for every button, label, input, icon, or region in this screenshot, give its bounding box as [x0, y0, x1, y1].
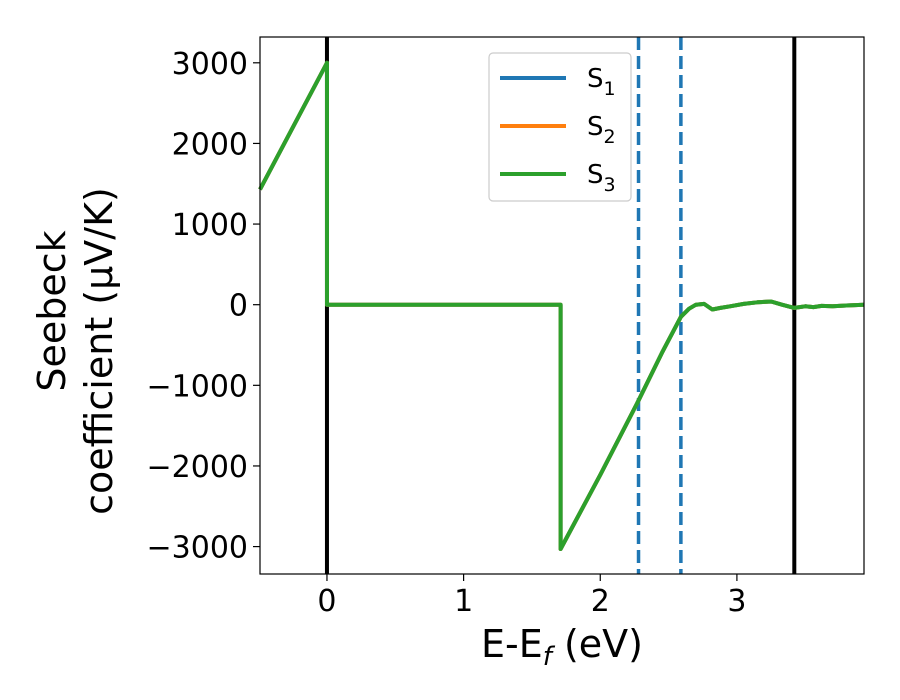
legend-label-S2: S2 [587, 112, 616, 148]
x-tick-label: 3 [727, 584, 746, 619]
axes-frame [259, 36, 865, 575]
legend-label-base: S [587, 64, 604, 94]
y-tick-label: 1000 [172, 208, 248, 243]
legend-label-subscript: 2 [604, 126, 616, 148]
plot-area [258, 37, 865, 574]
series-line-S3 [258, 60, 865, 551]
y-axis: 3000 2000 1000 0 −1000 −2000 −3000 [147, 47, 260, 566]
y-tick-label: −3000 [147, 531, 248, 566]
legend-label-subscript: 3 [604, 174, 616, 196]
legend-label-base: S [587, 160, 604, 190]
x-axis: 0 1 2 3 [317, 574, 746, 619]
y-axis-label: Seebeck coefficient (μV/K) [30, 187, 121, 515]
legend-label-S3: S3 [587, 160, 616, 196]
y-tick-label: 3000 [172, 47, 248, 82]
x-tick-label: 0 [317, 584, 336, 619]
y-axis-label-line1: Seebeck [30, 230, 74, 391]
y-axis-label-line2: coefficient (μV/K) [77, 187, 121, 515]
legend-label-subscript: 1 [604, 78, 616, 100]
x-axis-label: E-Ef (eV) [481, 622, 643, 672]
y-tick-label: 2000 [172, 127, 248, 162]
legend-label-base: S [587, 112, 604, 142]
y-tick-label: 0 [229, 289, 248, 324]
legend-label-S1: S1 [587, 64, 616, 100]
y-tick-label: −2000 [147, 450, 248, 485]
y-tick-label: −1000 [147, 369, 248, 404]
x-tick-label: 2 [591, 584, 610, 619]
x-tick-label: 1 [454, 584, 473, 619]
